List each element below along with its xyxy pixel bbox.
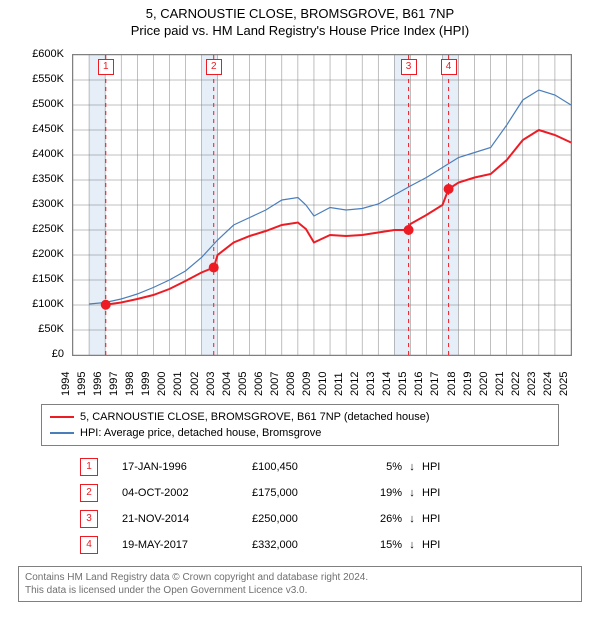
x-axis-labels: 1994199519961997199819992000200120022003… — [72, 358, 572, 396]
sale-pct: 19% — [352, 487, 402, 499]
sale-price: £250,000 — [252, 513, 352, 525]
y-tick-label: £100K — [32, 298, 64, 310]
sales-table: 117-JAN-1996£100,4505%↓HPI204-OCT-2002£1… — [80, 454, 520, 558]
x-tick-label: 2011 — [333, 372, 345, 396]
legend-item: 5, CARNOUSTIE CLOSE, BROMSGROVE, B61 7NP… — [50, 409, 550, 425]
x-tick-label: 2006 — [253, 371, 265, 395]
legend: 5, CARNOUSTIE CLOSE, BROMSGROVE, B61 7NP… — [41, 404, 559, 446]
y-tick-label: £0 — [52, 348, 64, 360]
x-tick-label: 2021 — [494, 371, 506, 395]
sale-number-box: 3 — [80, 510, 98, 528]
sale-marker-label: 2 — [206, 59, 222, 75]
sale-vs-hpi: HPI — [422, 539, 462, 551]
x-tick-label: 1998 — [124, 371, 136, 395]
sale-number-box: 4 — [80, 536, 98, 554]
x-tick-label: 2025 — [558, 371, 570, 395]
sale-vs-hpi: HPI — [422, 513, 462, 525]
sale-vs-hpi: HPI — [422, 461, 462, 473]
y-tick-label: £450K — [32, 123, 64, 135]
x-tick-label: 2004 — [221, 371, 233, 395]
sales-row: 4 19-MAY-2017£332,00015%↓HPI — [80, 532, 520, 558]
legend-swatch — [50, 432, 74, 434]
sale-price: £100,450 — [252, 461, 352, 473]
down-arrow-icon: ↓ — [402, 487, 422, 499]
x-tick-label: 2000 — [156, 371, 168, 395]
x-tick-label: 2002 — [189, 371, 201, 395]
sale-date: 19-MAY-2017 — [122, 539, 252, 551]
x-tick-label: 2010 — [317, 371, 329, 395]
y-tick-label: £300K — [32, 198, 64, 210]
sale-vs-hpi: HPI — [422, 487, 462, 499]
y-tick-label: £150K — [32, 273, 64, 285]
x-tick-label: 2012 — [349, 371, 361, 395]
x-tick-label: 1996 — [92, 371, 104, 395]
x-tick-label: 1999 — [140, 371, 152, 395]
sale-number-box: 2 — [80, 484, 98, 502]
sale-date: 04-OCT-2002 — [122, 487, 252, 499]
sale-pct: 15% — [352, 539, 402, 551]
y-tick-label: £350K — [32, 173, 64, 185]
legend-item: HPI: Average price, detached house, Brom… — [50, 425, 550, 441]
x-tick-label: 2024 — [542, 371, 554, 395]
footer-line-2: This data is licensed under the Open Gov… — [25, 584, 575, 597]
sale-marker-label: 4 — [441, 59, 457, 75]
sale-price: £332,000 — [252, 539, 352, 551]
title-line-2: Price paid vs. HM Land Registry's House … — [0, 23, 600, 40]
down-arrow-icon: ↓ — [402, 513, 422, 525]
x-tick-label: 2003 — [205, 371, 217, 395]
y-tick-label: £600K — [32, 48, 64, 60]
sale-pct: 5% — [352, 461, 402, 473]
x-tick-label: 1994 — [60, 371, 72, 395]
x-tick-label: 2007 — [269, 371, 281, 395]
x-tick-label: 2022 — [510, 371, 522, 395]
x-tick-label: 2008 — [285, 371, 297, 395]
plot-area: 1 2 3 4 — [72, 54, 572, 356]
x-tick-label: 2017 — [429, 371, 441, 395]
footer-line-1: Contains HM Land Registry data © Crown c… — [25, 571, 575, 584]
y-tick-label: £250K — [32, 223, 64, 235]
x-tick-label: 2009 — [301, 371, 313, 395]
x-tick-label: 2016 — [413, 371, 425, 395]
down-arrow-icon: ↓ — [402, 539, 422, 551]
y-tick-label: £550K — [32, 73, 64, 85]
y-tick-label: £50K — [38, 323, 64, 335]
y-tick-label: £400K — [32, 148, 64, 160]
chart-svg — [73, 55, 571, 355]
x-tick-label: 2014 — [381, 371, 393, 395]
sale-price: £175,000 — [252, 487, 352, 499]
sale-pct: 26% — [352, 513, 402, 525]
sale-date: 21-NOV-2014 — [122, 513, 252, 525]
sale-number-box: 1 — [80, 458, 98, 476]
legend-label: HPI: Average price, detached house, Brom… — [80, 427, 321, 439]
sale-marker-label: 1 — [98, 59, 114, 75]
sale-marker-label: 3 — [401, 59, 417, 75]
down-arrow-icon: ↓ — [402, 461, 422, 473]
y-axis-labels: £0£50K£100K£150K£200K£250K£300K£350K£400… — [20, 54, 68, 356]
sales-row: 2 04-OCT-2002£175,00019%↓HPI — [80, 480, 520, 506]
x-tick-label: 2013 — [365, 371, 377, 395]
chart-title: 5, CARNOUSTIE CLOSE, BROMSGROVE, B61 7NP… — [0, 0, 600, 40]
x-tick-label: 2020 — [478, 371, 490, 395]
x-tick-label: 2019 — [462, 371, 474, 395]
sale-date: 17-JAN-1996 — [122, 461, 252, 473]
x-tick-label: 2023 — [526, 371, 538, 395]
chart: £0 £50K £100K £150K £200K £250K £300K £350K £400… — [20, 46, 580, 396]
x-tick-label: 2018 — [446, 371, 458, 395]
sales-row: 3 21-NOV-2014£250,00026%↓HPI — [80, 506, 520, 532]
x-tick-label: 2005 — [237, 371, 249, 395]
title-line-1: 5, CARNOUSTIE CLOSE, BROMSGROVE, B61 7NP — [0, 6, 600, 23]
sales-row: 1 17-JAN-1996£100,4505%↓HPI — [80, 454, 520, 480]
footer: Contains HM Land Registry data © Crown c… — [18, 566, 582, 602]
x-tick-label: 2001 — [172, 371, 184, 395]
x-tick-label: 2015 — [397, 371, 409, 395]
legend-label: 5, CARNOUSTIE CLOSE, BROMSGROVE, B61 7NP… — [80, 411, 430, 423]
x-tick-label: 1995 — [76, 371, 88, 395]
y-tick-label: £200K — [32, 248, 64, 260]
legend-swatch — [50, 416, 74, 418]
x-tick-label: 1997 — [108, 371, 120, 395]
y-tick-label: £500K — [32, 98, 64, 110]
